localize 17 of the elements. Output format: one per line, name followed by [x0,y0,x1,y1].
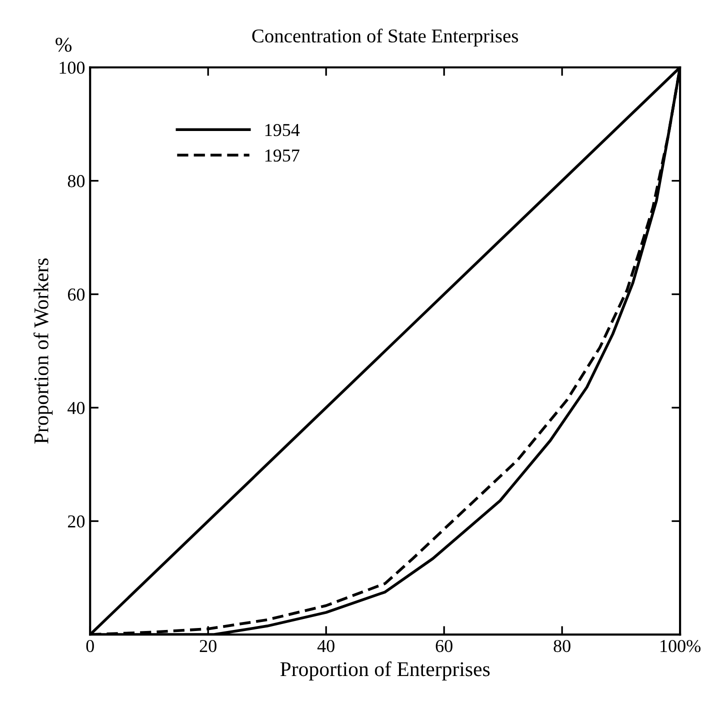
y-axis-title: Proportion of Workers [34,258,53,444]
x-axis-title: Proportion of Enterprises [280,661,490,680]
x-tick-label: 40 [317,640,334,652]
text: % [56,38,72,52]
y-tick-label: 100 [60,62,85,74]
legend-label: 1957 [265,150,300,162]
y-tick-label: 60 [68,288,85,301]
y-tick-label: 20 [68,515,85,528]
y-tick-label: 40 [68,402,85,414]
y-tick-label: 80 [68,175,85,188]
chart-title: Concentration of State Enterprises [252,28,518,46]
x-tick-label: 80 [554,640,570,652]
legend-label: 1954 [265,124,300,136]
x-tick-label: 0 [86,640,94,652]
x-tick-label: 100% [660,640,701,652]
x-tick-label: 20 [200,640,216,652]
x-tick-label: 60 [436,640,452,652]
